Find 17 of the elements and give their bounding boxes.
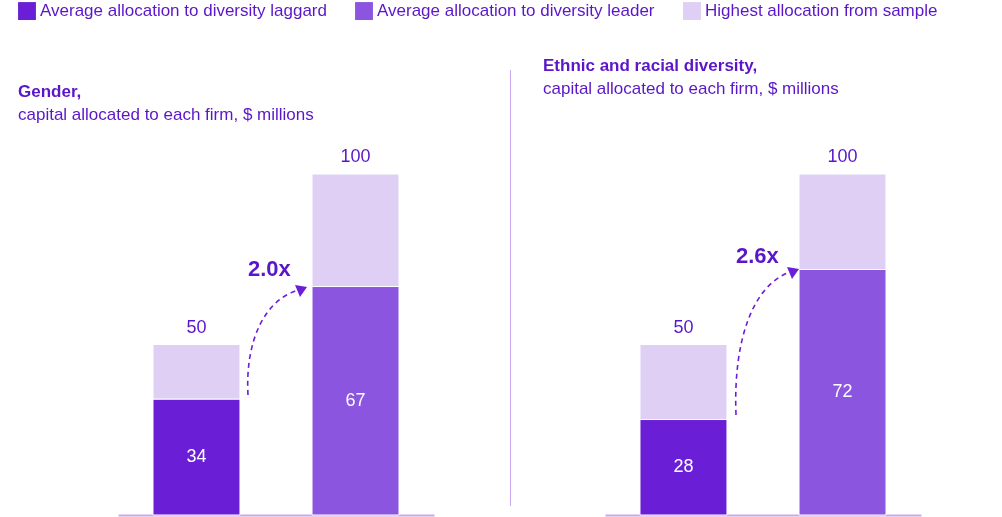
annotation: 2.0x (248, 256, 291, 282)
data-label: 67 (345, 389, 366, 410)
total-label: 100 (340, 146, 371, 166)
annotation: 2.6x (736, 243, 779, 269)
chart-title: Gender, (18, 82, 82, 101)
chart-subtitle: capital allocated to each firm, $ millions (543, 79, 839, 98)
legend-label: Average allocation to diversity laggard (40, 1, 327, 21)
data-label: 28 (673, 456, 694, 477)
chart-subtitle: capital allocated to each firm, $ millions (18, 105, 314, 124)
total-label: 100 (827, 146, 858, 166)
data-label: 72 (832, 381, 853, 402)
total-label: 50 (186, 316, 207, 337)
legend-label: Average allocation to diversity leader (377, 1, 655, 21)
total-label: 50 (673, 316, 694, 337)
legend-label: Highest allocation from sample (705, 1, 938, 21)
chart-title: Ethnic and racial diversity, (543, 56, 758, 75)
data-label: 34 (186, 446, 207, 467)
